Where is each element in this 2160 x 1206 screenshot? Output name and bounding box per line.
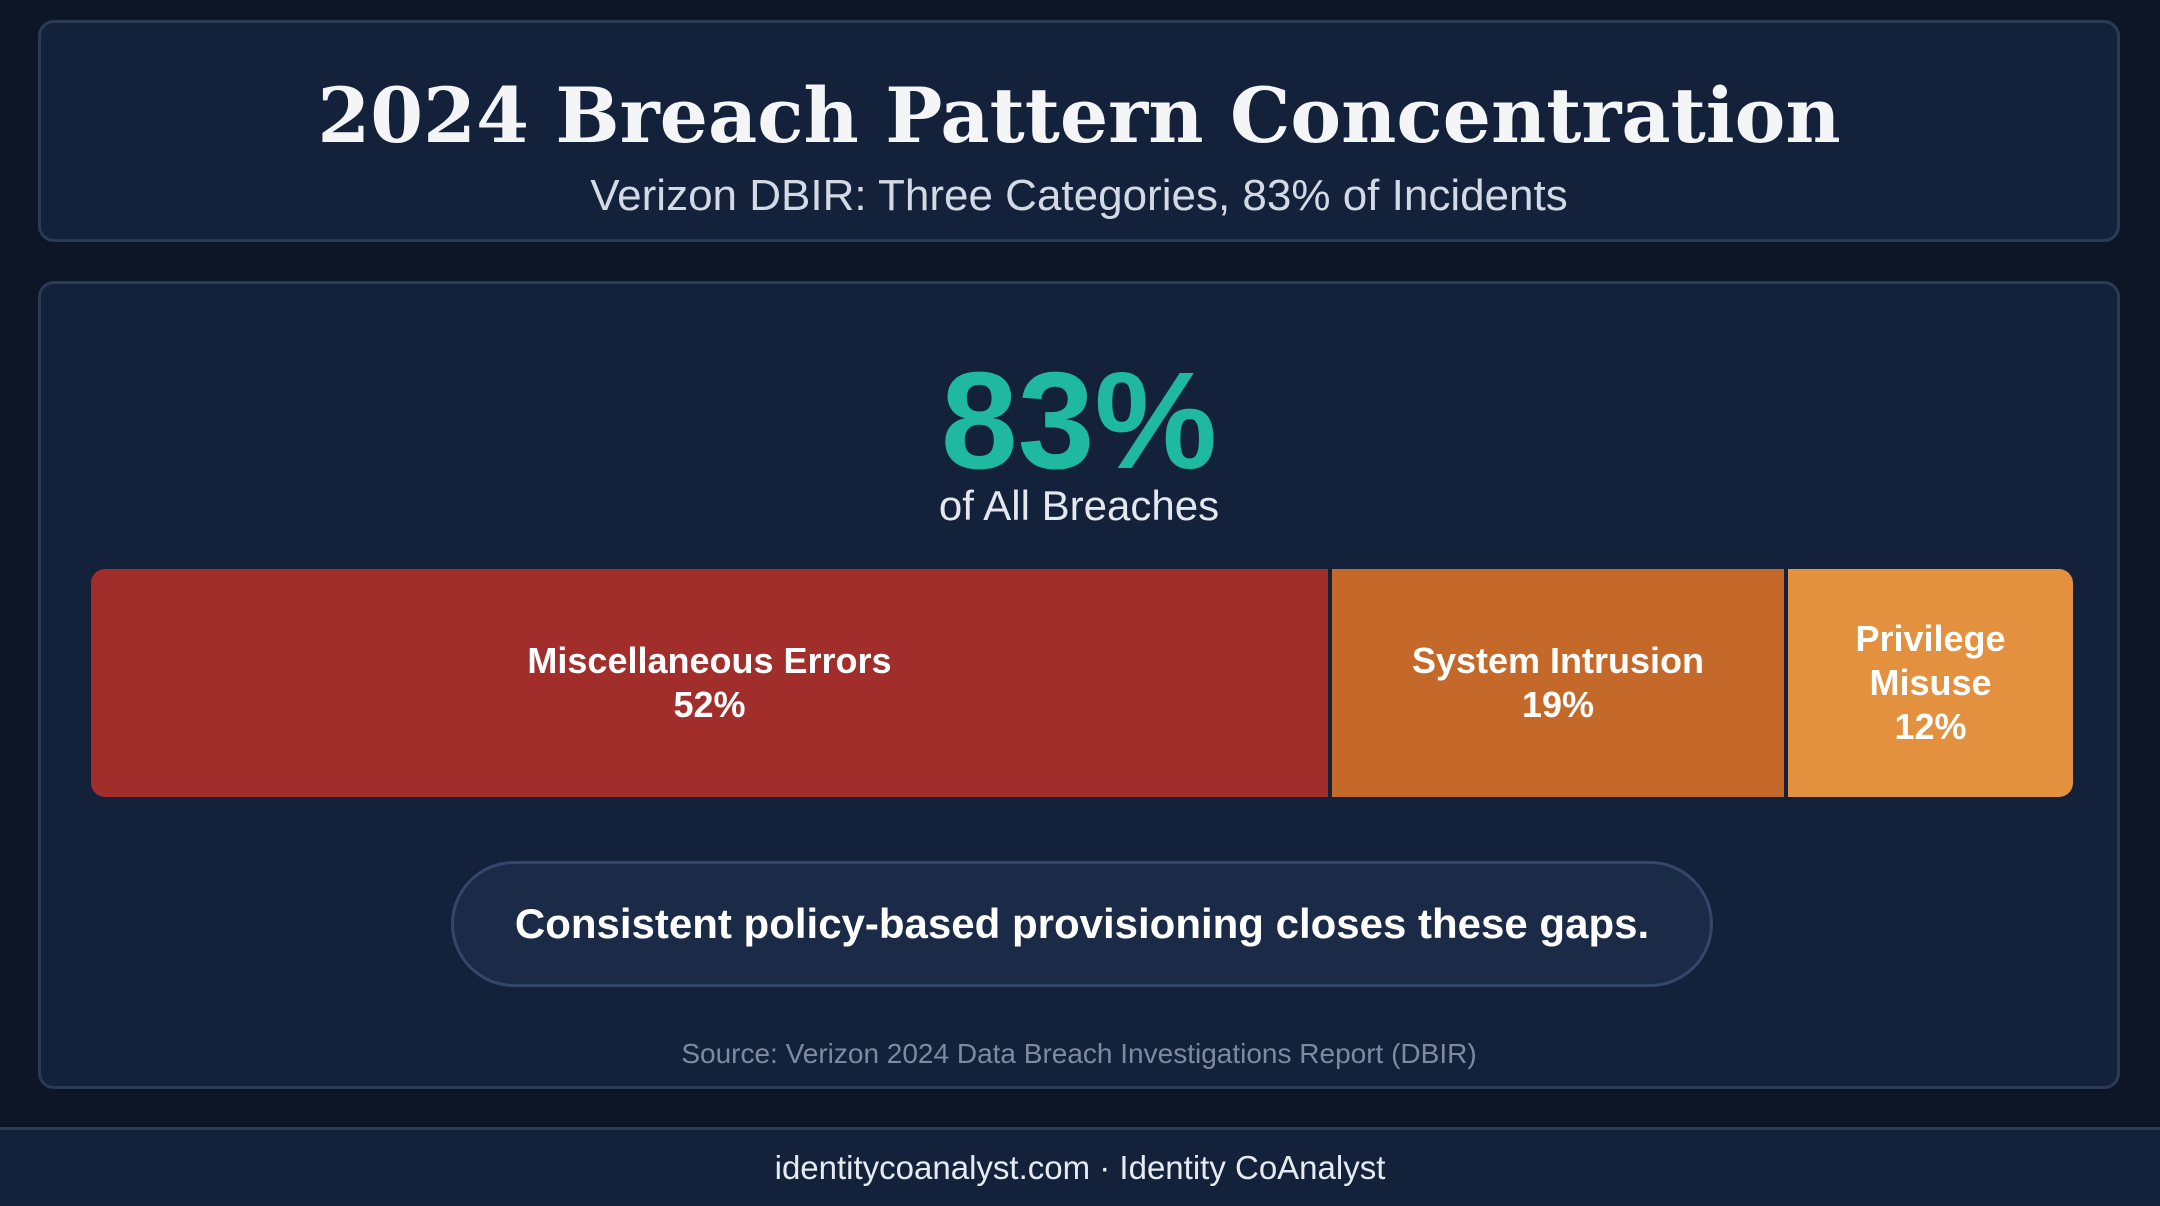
- bar-segment-label: Miscellaneous Errors: [527, 640, 892, 681]
- headline-percentage: 83%: [940, 344, 1218, 498]
- headline-caption: of All Breaches: [938, 482, 1220, 529]
- footer: identitycoanalyst.com · Identity CoAnaly…: [0, 1127, 2160, 1206]
- bar-segment-label: Privilege Misuse: [1855, 618, 2006, 703]
- page-subtitle: Verizon DBIR: Three Categories, 83% of I…: [590, 171, 1568, 220]
- bar-segment-privilege-misuse: Privilege Misuse 12%: [1788, 569, 2073, 797]
- page-title: 2024 Breach Pattern Concentration: [317, 71, 1841, 160]
- bar-segment-value: 19%: [1521, 684, 1595, 725]
- bar-segment-miscellaneous-errors: Miscellaneous Errors 52%: [91, 569, 1328, 797]
- header-card: 2024 Breach Pattern Concentration Verizo…: [38, 20, 2120, 242]
- stacked-bar-chart: Miscellaneous Errors 52% System Intrusion 1…: [91, 569, 2073, 797]
- bar-segment-system-intrusion: System Intrusion 19%: [1332, 569, 1784, 797]
- callout-banner: Consistent policy-based provisioning clo…: [451, 861, 1713, 987]
- source-note: Source: Verizon 2024 Data Breach Investi…: [681, 1038, 1477, 1069]
- bar-segment-value: 12%: [1894, 706, 1967, 747]
- main-card: 83% of All Breaches Miscellaneous Errors…: [38, 281, 2120, 1089]
- bar-segment-label: System Intrusion: [1411, 640, 1705, 681]
- bar-segment-value: 52%: [673, 684, 746, 725]
